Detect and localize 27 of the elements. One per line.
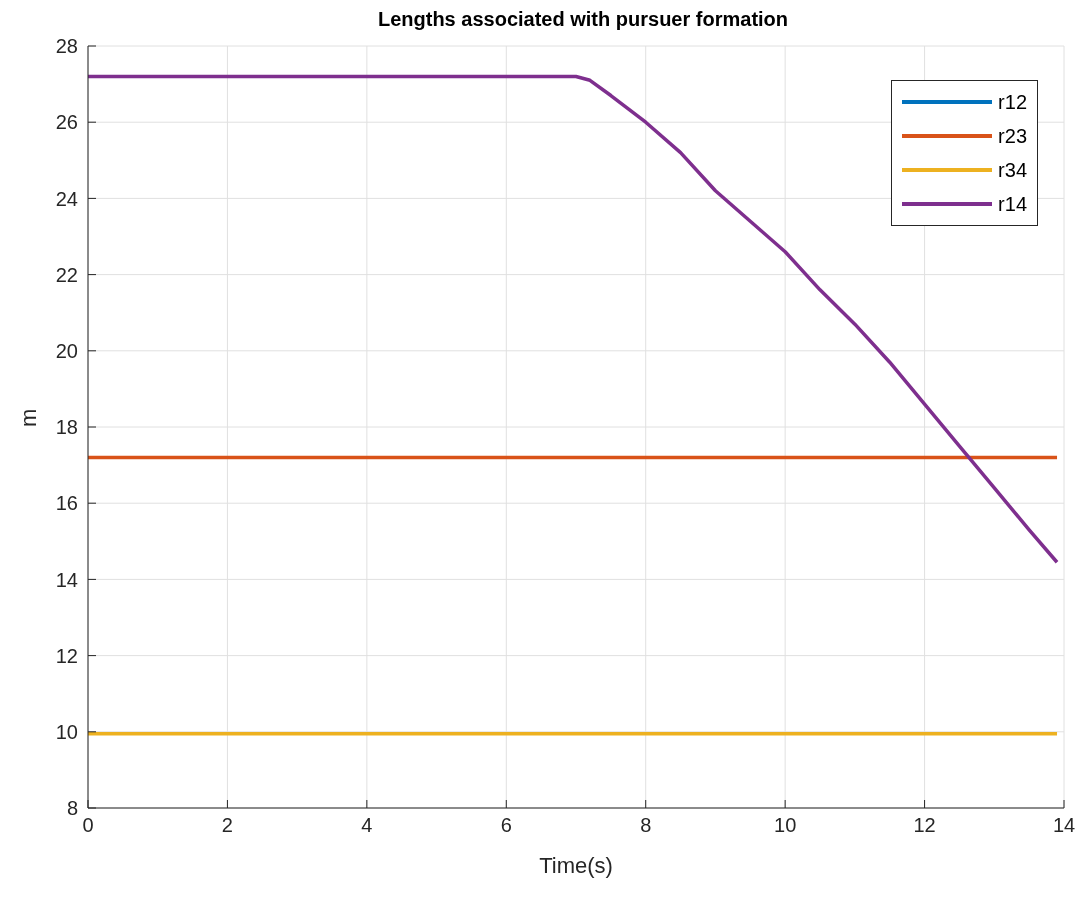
- x-tick-label: 8: [640, 814, 652, 837]
- x-tick-label: 10: [774, 814, 797, 837]
- y-axis-title: m: [15, 408, 41, 427]
- y-tick-label: 16: [55, 492, 78, 515]
- legend-label: r12: [998, 90, 1027, 115]
- x-tick-label: 2: [221, 814, 233, 837]
- y-tick-label: 18: [55, 416, 78, 439]
- y-tick-label: 26: [55, 111, 78, 134]
- legend-label: r14: [998, 192, 1027, 217]
- x-tick-label: 6: [500, 814, 512, 837]
- y-tick-label: 14: [55, 568, 78, 591]
- y-tick-label: 10: [55, 720, 78, 743]
- x-axis-title: Time(s): [539, 853, 613, 878]
- x-tick-label: 0: [82, 814, 94, 837]
- y-tick-label: 28: [55, 35, 78, 58]
- y-tick-label: 24: [55, 187, 78, 210]
- x-tick-label: 4: [361, 814, 373, 837]
- x-tick-label: 14: [1052, 814, 1076, 837]
- x-tick-label: 12: [913, 814, 936, 837]
- y-tick-label: 20: [55, 339, 78, 362]
- chart-title: Lengths associated with pursuer formation: [376, 8, 790, 32]
- y-tick-label: 22: [55, 263, 78, 286]
- legend-label: r34: [998, 158, 1027, 183]
- y-tick-label: 8: [66, 797, 78, 820]
- legend-label: r23: [998, 124, 1027, 149]
- line-series: [88, 74, 1059, 565]
- y-tick-label: 12: [55, 644, 78, 667]
